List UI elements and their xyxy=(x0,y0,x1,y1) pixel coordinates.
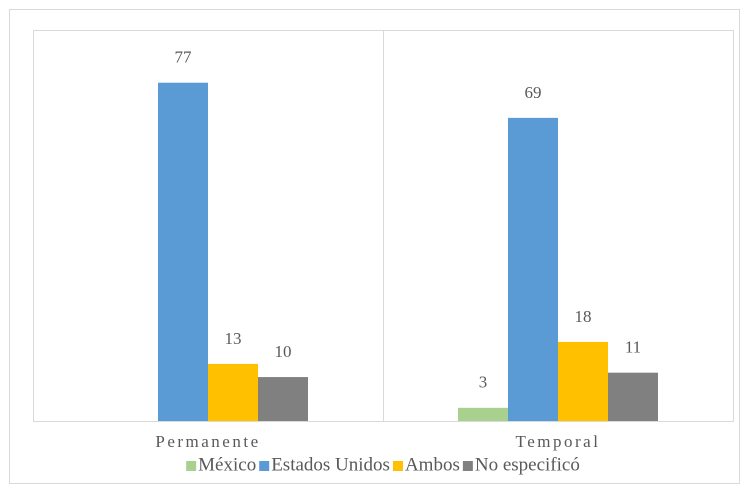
bar xyxy=(258,377,308,421)
legend-label: Estados Unidos xyxy=(271,454,390,475)
bar xyxy=(608,372,658,421)
bar xyxy=(458,407,508,421)
legend-label: No especificó xyxy=(475,454,580,475)
legend-label: Ambos xyxy=(405,454,460,475)
data-label: 13 xyxy=(225,329,242,348)
legend-swatch xyxy=(462,461,473,471)
data-label: 69 xyxy=(525,83,542,102)
data-label: 10 xyxy=(275,342,292,361)
bar xyxy=(158,82,208,421)
bar xyxy=(508,117,558,421)
legend-label: México xyxy=(198,454,256,475)
legend-swatch xyxy=(259,461,270,471)
data-label: 3 xyxy=(479,373,488,392)
legend-swatch xyxy=(186,461,197,471)
data-label: 18 xyxy=(575,307,592,326)
data-label: 77 xyxy=(175,48,193,67)
x-tick-label: Temporal xyxy=(516,432,601,451)
data-label: 11 xyxy=(625,338,641,357)
x-tick-label: Permanente xyxy=(155,432,260,451)
bar xyxy=(558,341,608,421)
bar xyxy=(208,363,258,421)
legend-swatch xyxy=(392,461,403,471)
